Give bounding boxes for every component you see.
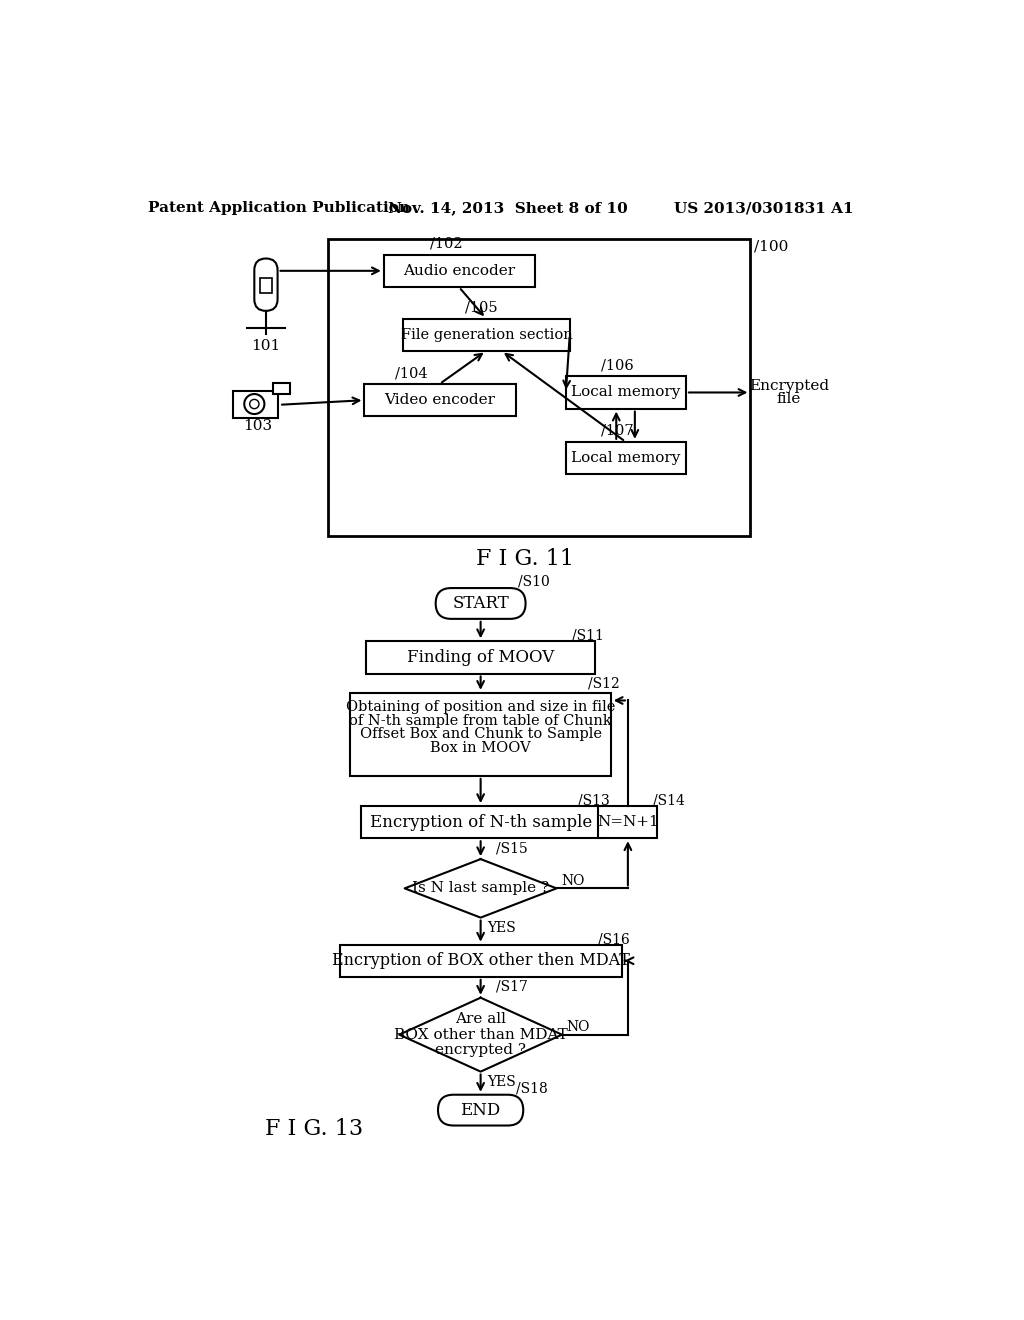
Bar	[384, 255, 535, 286]
Text: F I G. 11: F I G. 11	[476, 548, 573, 570]
Bar	[366, 642, 595, 673]
Text: Local memory: Local memory	[571, 385, 681, 400]
Bar	[340, 945, 622, 977]
Bar	[273, 383, 290, 393]
Text: /106: /106	[601, 359, 634, 372]
Text: /107: /107	[601, 424, 634, 438]
Text: YES: YES	[486, 921, 515, 936]
FancyBboxPatch shape	[438, 1094, 523, 1126]
Text: Encryption of BOX other then MDAT: Encryption of BOX other then MDAT	[332, 952, 630, 969]
Text: Encrypted: Encrypted	[749, 379, 829, 392]
Text: Box in MOOV: Box in MOOV	[430, 742, 531, 755]
Bar	[598, 807, 657, 838]
Text: file: file	[777, 392, 801, 407]
Bar	[328, 239, 751, 536]
Text: Finding of MOOV: Finding of MOOV	[407, 649, 554, 665]
Text: Video encoder: Video encoder	[384, 393, 496, 407]
Text: Nov. 14, 2013  Sheet 8 of 10: Nov. 14, 2013 Sheet 8 of 10	[388, 202, 628, 215]
Text: END: END	[461, 1102, 501, 1118]
Text: /S16: /S16	[598, 932, 630, 946]
Bar	[403, 318, 569, 351]
Bar	[566, 376, 686, 409]
Text: BOX other than MDAT: BOX other than MDAT	[394, 1028, 567, 1041]
Text: File generation section: File generation section	[400, 327, 572, 342]
Text: /100: /100	[755, 240, 788, 253]
Text: Obtaining of position and size in file: Obtaining of position and size in file	[346, 700, 615, 714]
Text: /S15: /S15	[496, 841, 528, 855]
Text: START: START	[453, 595, 509, 612]
Text: 101: 101	[251, 338, 281, 352]
Text: YES: YES	[486, 1076, 515, 1089]
Bar	[566, 442, 686, 474]
Text: Are all: Are all	[455, 1012, 506, 1026]
Text: NO: NO	[566, 1020, 590, 1034]
Text: of N-th sample from table of Chunk: of N-th sample from table of Chunk	[349, 714, 612, 727]
Bar	[350, 693, 611, 776]
Text: /S13: /S13	[578, 793, 609, 808]
Text: F I G. 13: F I G. 13	[265, 1118, 364, 1139]
FancyBboxPatch shape	[254, 259, 278, 312]
Text: /104: /104	[395, 366, 428, 380]
Text: Patent Application Publication: Patent Application Publication	[148, 202, 411, 215]
FancyBboxPatch shape	[435, 589, 525, 619]
Text: encrypted ?: encrypted ?	[435, 1043, 526, 1057]
Text: 103: 103	[243, 420, 272, 433]
Text: /S18: /S18	[515, 1081, 547, 1096]
Text: US 2013/0301831 A1: US 2013/0301831 A1	[674, 202, 853, 215]
Bar	[365, 384, 515, 416]
Text: /102: /102	[430, 236, 463, 251]
Text: NO: NO	[561, 874, 585, 887]
Text: Is N last sample ?: Is N last sample ?	[412, 882, 549, 895]
Text: /S17: /S17	[496, 979, 528, 994]
Bar	[260, 277, 272, 293]
Bar	[232, 391, 278, 418]
Text: Audio encoder: Audio encoder	[403, 264, 515, 277]
Text: /105: /105	[465, 301, 498, 314]
Text: /S11: /S11	[572, 628, 604, 643]
Text: /S12: /S12	[588, 677, 620, 690]
Text: Offset Box and Chunk to Sample: Offset Box and Chunk to Sample	[359, 727, 602, 742]
Bar	[360, 807, 601, 838]
Text: /S14: /S14	[652, 793, 685, 808]
Text: N=N+1: N=N+1	[597, 816, 658, 829]
Text: Encryption of N-th sample: Encryption of N-th sample	[370, 813, 592, 830]
Text: /S10: /S10	[518, 576, 550, 589]
Text: Local memory: Local memory	[571, 451, 681, 465]
